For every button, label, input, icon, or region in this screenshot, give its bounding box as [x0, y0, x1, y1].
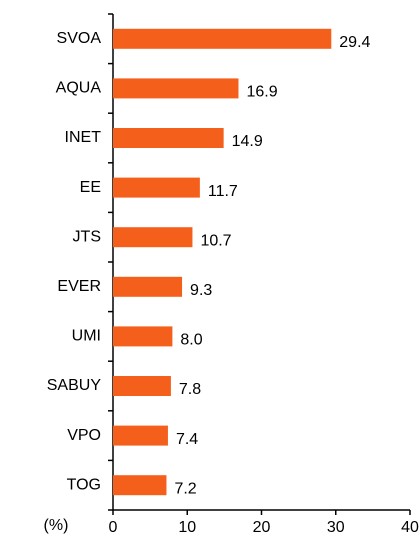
x-tick-label: 0	[109, 519, 118, 536]
value-label: 16.9	[246, 84, 277, 101]
y-tick-label: SVOA	[57, 30, 102, 47]
x-axis-label: (%)	[44, 517, 69, 534]
value-label: 7.4	[176, 431, 198, 448]
value-label: 14.9	[232, 133, 263, 150]
bar	[113, 177, 200, 198]
bar	[113, 326, 173, 347]
x-tick-label: 20	[253, 519, 271, 536]
bar	[113, 128, 224, 148]
bar	[113, 376, 171, 396]
bar	[113, 78, 239, 99]
x-tick-label: 40	[401, 519, 419, 536]
value-label: 29.4	[339, 34, 370, 51]
bar	[113, 276, 183, 297]
y-tick-label: EVER	[57, 278, 101, 295]
value-label: 9.3	[190, 282, 212, 299]
value-label: 8.0	[180, 332, 202, 349]
value-label: 10.7	[200, 232, 231, 249]
bar	[113, 227, 193, 248]
y-tick-label: UMI	[72, 328, 101, 345]
x-tick-label: 30	[327, 519, 345, 536]
y-tick-label: TOG	[67, 476, 101, 493]
bar	[113, 28, 332, 49]
y-tick-label: AQUA	[56, 80, 102, 97]
y-tick-label: EE	[80, 179, 101, 196]
y-tick-label: SABUY	[47, 377, 102, 394]
value-label: 7.2	[174, 480, 196, 497]
value-label: 7.8	[179, 381, 201, 398]
bar	[113, 475, 167, 496]
y-tick-label: VPO	[67, 427, 101, 444]
x-tick-label: 10	[178, 519, 196, 536]
y-tick-label: JTS	[73, 228, 101, 245]
y-tick-label: INET	[65, 129, 102, 146]
bar	[113, 425, 168, 446]
value-label: 11.7	[208, 183, 238, 200]
